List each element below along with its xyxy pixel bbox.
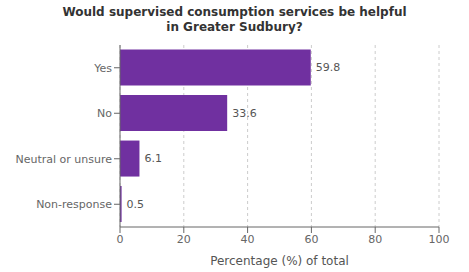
svg-text:80: 80 [368, 233, 382, 246]
svg-text:100: 100 [429, 233, 450, 246]
svg-text:0.5: 0.5 [127, 198, 145, 211]
html-text:in Greater Sudbury?: in Greater Sudbury? [166, 20, 303, 34]
svg-text:Percentage (%) of total: Percentage (%) of total [210, 254, 349, 268]
svg-text:Non-response: Non-response [36, 198, 112, 211]
svg-text:No: No [97, 107, 112, 120]
svg-text:Neutral or unsure: Neutral or unsure [15, 153, 112, 166]
svg-text:Yes: Yes [93, 62, 112, 75]
svg-text:59.8: 59.8 [316, 61, 341, 74]
svg-text:60: 60 [304, 233, 318, 246]
html-text:Would supervised consumption s: Would supervised consumption services be… [62, 5, 407, 19]
svg-text:6.1: 6.1 [144, 152, 162, 165]
svg-text:0: 0 [117, 233, 124, 246]
svg-text:40: 40 [241, 233, 255, 246]
svg-text:33.6: 33.6 [232, 107, 257, 120]
svg-text:20: 20 [177, 233, 191, 246]
